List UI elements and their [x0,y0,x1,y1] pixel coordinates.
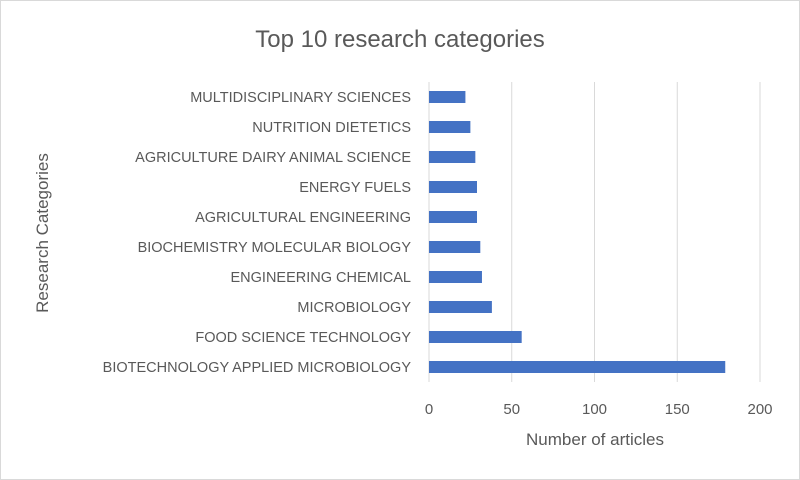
category-label: ENGINEERING CHEMICAL [231,270,411,286]
category-label: ENERGY FUELS [299,180,411,196]
x-tick-labels: 0 50 100 150 200 [425,401,773,418]
bar [429,211,477,223]
bar [429,361,726,373]
bar [429,151,476,163]
bar [429,271,482,283]
category-label: MICROBIOLOGY [297,300,411,316]
x-tick-label: 50 [503,401,520,418]
category-label: FOOD SCIENCE TECHNOLOGY [195,330,411,346]
x-tick-label: 150 [665,401,690,418]
bars [429,91,726,373]
category-labels: MULTIDISCIPLINARY SCIENCES NUTRITION DIET… [103,90,412,376]
bar [429,331,522,343]
x-axis-title: Number of articles [526,430,664,449]
category-label: BIOTECHNOLOGY APPLIED MICROBIOLOGY [103,360,412,376]
bar [429,181,477,193]
category-label: AGRICULTURE DAIRY ANIMAL SCIENCE [135,150,411,166]
y-axis-title: Research Categories [33,153,52,313]
category-label: AGRICULTURAL ENGINEERING [195,210,411,226]
bar [429,241,481,253]
bar [429,301,492,313]
x-tick-label: 0 [425,401,433,418]
x-tick-label: 100 [582,401,607,418]
category-label: MULTIDISCIPLINARY SCIENCES [190,90,411,106]
bar [429,121,471,133]
bar [429,91,466,103]
x-tick-label: 200 [747,401,772,418]
chart-title: Top 10 research categories [255,26,545,53]
category-label: NUTRITION DIETETICS [252,120,411,136]
category-label: BIOCHEMISTRY MOLECULAR BIOLOGY [138,240,412,256]
